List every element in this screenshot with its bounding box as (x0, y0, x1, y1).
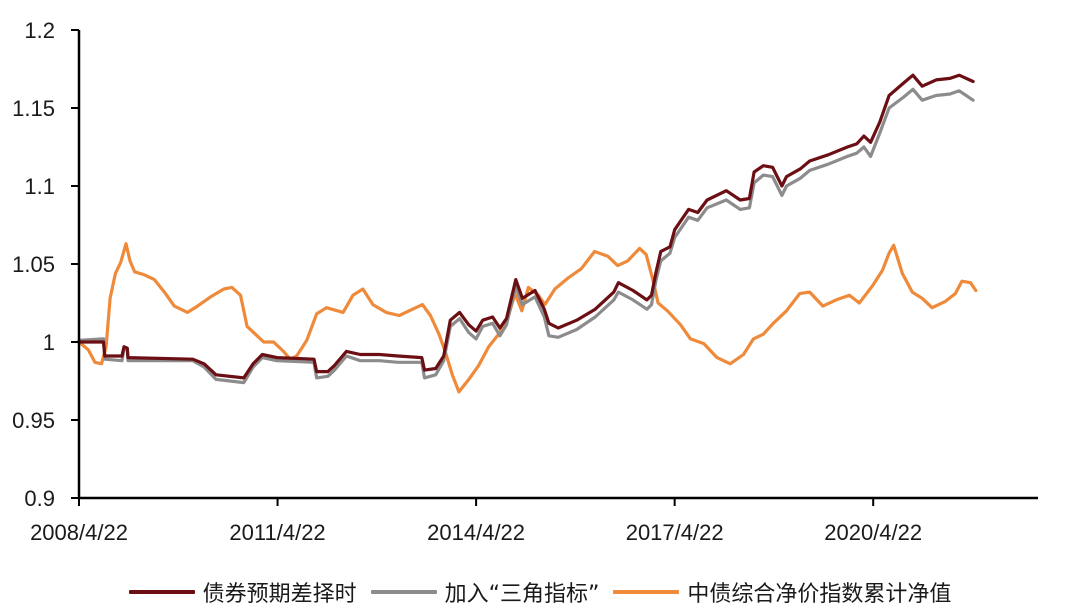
y-tick-label: 1.15 (12, 96, 55, 121)
legend-swatch-timing (128, 590, 195, 594)
legend-label: 债券预期差择时 (202, 582, 357, 607)
legend-item-index: 中债综合净价指数累计净值 (613, 576, 951, 608)
x-tick-label: 2017/4/22 (626, 520, 724, 545)
legend-label: 加入“三角指标” (444, 582, 600, 607)
legend-swatch-triangle (370, 590, 437, 594)
y-tick-label: 0.95 (12, 408, 55, 433)
y-tick-label: 1.2 (24, 18, 55, 43)
legend-label: 中债综合净价指数累计净值 (687, 582, 952, 607)
legend-item-timing: 债券预期差择时 (128, 576, 357, 608)
y-tick-label: 1.05 (12, 252, 55, 277)
x-tick-label: 2011/4/22 (229, 520, 325, 545)
x-tick-label: 2020/4/22 (824, 520, 922, 545)
y-tick-label: 1 (43, 330, 55, 355)
chart-legend: 债券预期差择时 加入“三角指标” 中债综合净价指数累计净值 (0, 574, 1080, 610)
x-tick-label: 2014/4/22 (427, 520, 525, 545)
axes: 0.9 0.95 1 1.05 1.1 1.15 1.2 2008/4/22 2011/4/22… (12, 18, 1038, 545)
legend-swatch-index (613, 590, 680, 594)
x-tick-label: 2008/4/22 (30, 520, 128, 545)
y-tick-label: 1.1 (24, 174, 55, 199)
legend-item-triangle: 加入“三角指标” (370, 576, 600, 608)
series-lines (77, 73, 978, 394)
series-line (77, 73, 975, 380)
series-line (77, 87, 975, 385)
y-tick-label: 0.9 (24, 486, 55, 511)
series-line (77, 242, 978, 394)
